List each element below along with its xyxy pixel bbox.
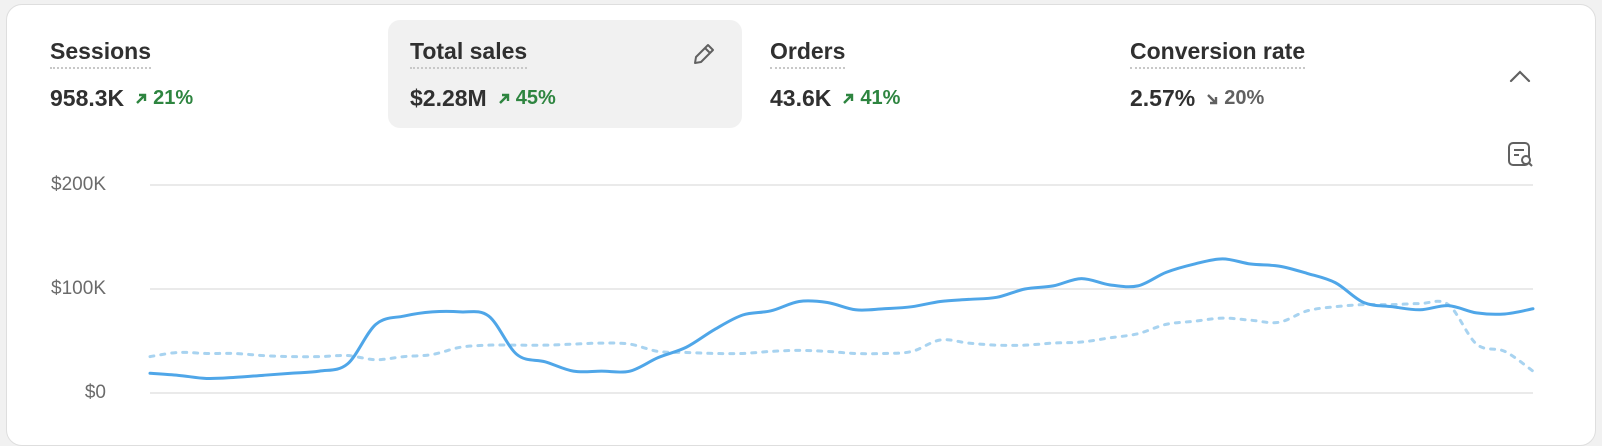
metric-value: 2.57%: [1130, 85, 1196, 111]
analytics-card: Sessions 958.3K 21% Total sales $2.28M 45% Ord…: [6, 4, 1596, 446]
metric-label: Conversion rate: [1130, 38, 1306, 69]
metric-label: Total sales: [410, 38, 528, 69]
metric-value: 958.3K: [50, 85, 125, 111]
trend-arrow: [843, 93, 854, 104]
page: Sessions 958.3K 21% Total sales $2.28M 45% Ord…: [6, 4, 1596, 446]
chart: $0 $100K $200K: [51, 174, 1535, 403]
metric-change-value: 45%: [515, 87, 556, 109]
metric-tab[interactable]: Orders 43.6K 41%: [748, 20, 1102, 128]
metric-value-row: 958.3K 21%: [50, 85, 193, 112]
metric-change-value: 21%: [153, 87, 194, 109]
metric-change: 20%: [1205, 87, 1264, 110]
report-icon[interactable]: [1505, 139, 1537, 171]
metric-tab[interactable]: Total sales $2.28M 45%: [388, 20, 742, 128]
metric-label: Sessions: [50, 38, 151, 69]
metric-change: 45%: [497, 87, 556, 110]
metric-value-row: $2.28M 45%: [410, 85, 556, 112]
metric-change: 21%: [134, 87, 193, 110]
metric-change-value: 41%: [860, 87, 901, 109]
metric-value: $2.28M: [410, 85, 487, 111]
collapse-button[interactable]: [1507, 65, 1535, 89]
series-line: [148, 257, 1535, 381]
metric-value-row: 43.6K 41%: [770, 85, 900, 112]
trend-arrow: [136, 93, 147, 104]
y-tick-label: $100K: [51, 278, 106, 299]
metric-change-value: 20%: [1224, 87, 1265, 109]
trend-arrow: [498, 93, 509, 104]
edit-icon[interactable]: [690, 40, 718, 68]
metric-value: 43.6K: [770, 85, 832, 111]
metric-tab[interactable]: Sessions 958.3K 21%: [28, 20, 382, 128]
trend-arrow: [1207, 93, 1218, 104]
metric-change: 41%: [841, 87, 900, 110]
metric-label: Orders: [770, 38, 846, 69]
series-line: [148, 299, 1535, 373]
y-tick-label: $200K: [51, 174, 106, 195]
metric-tab[interactable]: Conversion rate 2.57% 20%: [1108, 20, 1462, 128]
y-tick-label: $0: [85, 382, 106, 403]
metric-value-row: 2.57% 20%: [1130, 85, 1264, 112]
